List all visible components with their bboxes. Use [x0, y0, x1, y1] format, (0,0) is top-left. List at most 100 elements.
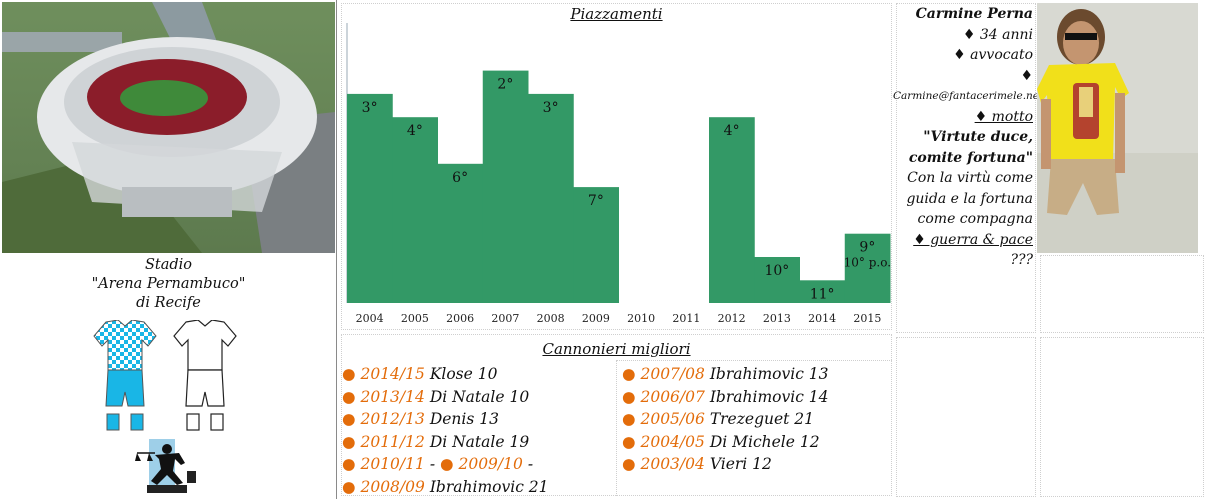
profile-translation-line3: come compagna	[917, 211, 1033, 227]
bullet-icon: ●	[342, 455, 356, 473]
bar-2013	[754, 257, 800, 303]
x-tick-2006: 2006	[446, 312, 474, 325]
scorer-season: 2004/05	[640, 432, 705, 451]
bullet-icon: ●	[622, 410, 636, 428]
bullet-icon: ●	[622, 365, 636, 383]
scorer-row-left-0: ● 2014/15 Klose 10	[342, 363, 497, 385]
scorer-season: 2007/08	[640, 365, 705, 383]
x-tick-2008: 2008	[537, 312, 565, 325]
empty-panel	[1040, 337, 1204, 497]
profile-name: Carmine Perna	[915, 6, 1033, 22]
scorer-name: Denis 13	[429, 410, 499, 428]
bar-label-2014: 11°	[810, 286, 835, 302]
bar-label-2006: 6°	[452, 170, 468, 186]
scorer-name: Ibrahimovic 14	[709, 387, 829, 406]
scorer-season: 2010/11	[360, 455, 425, 473]
stadium-photo	[2, 2, 335, 253]
scorer-row-right-4: ● 2003/04 Vieri 12	[622, 453, 772, 475]
x-tick-2009: 2009	[582, 312, 610, 325]
bar-extra-label-2015: 10° p.o.	[844, 256, 891, 270]
scorer-name: Di Natale 19	[429, 432, 530, 451]
bar-2006	[437, 163, 484, 303]
scorer-season: 2006/07	[640, 387, 705, 406]
x-tick-2007: 2007	[491, 312, 519, 325]
scorer-row-left-5: ● 2008/09 Ibrahimovic 21	[342, 476, 549, 498]
away-kit-icon	[172, 319, 238, 432]
scorer-name: Trezeguet 21	[709, 410, 815, 428]
x-tick-2004: 2004	[356, 312, 384, 325]
bar-label-2005: 4°	[407, 123, 423, 139]
scorer-name: Di Natale 10	[429, 387, 530, 406]
bar-label-2007: 2°	[497, 77, 513, 93]
bar-label-2004: 3°	[362, 100, 378, 116]
placements-panel	[341, 3, 892, 330]
scorer-season: 2003/04	[640, 455, 705, 473]
stadium-caption-line2: "Arena Pernambuco"	[91, 276, 246, 292]
bar-label-2013: 10°	[764, 263, 789, 279]
bullet-icon: ●	[440, 455, 454, 473]
x-tick-2013: 2013	[763, 312, 791, 325]
profile-translation-line1: Con la virtù come	[907, 170, 1033, 186]
scorer-season: 2008/09	[360, 477, 425, 496]
club-info-column	[0, 0, 337, 499]
bar-label-2012: 4°	[724, 123, 740, 139]
profile-panel	[896, 3, 1036, 333]
profile-email: Carmine@fantacerimele.net	[893, 90, 1044, 102]
bar-2004	[347, 93, 393, 304]
profile-motto-label: ♦ motto	[974, 108, 1033, 125]
empty-panel	[896, 337, 1036, 497]
scorer-name: Vieri 12	[709, 455, 772, 473]
scorer-row-left-2: ● 2012/13 Denis 13	[342, 408, 499, 430]
profile-age: ♦ 34 anni	[962, 26, 1033, 43]
x-tick-2005: 2005	[401, 312, 429, 325]
player-photo	[1037, 3, 1198, 253]
top-scorers-right-column	[616, 360, 892, 496]
stadium-caption-line3: di Recife	[136, 295, 201, 311]
bullet-icon: ●	[622, 455, 636, 473]
bar-2007	[482, 70, 529, 303]
bullet-icon: ●	[342, 365, 356, 383]
bar-2015	[844, 233, 891, 303]
scorer-season: 2014/15	[360, 365, 425, 383]
scorer-name: -	[429, 455, 436, 473]
scorer-season-2: 2009/10	[458, 455, 523, 473]
scorer-name-2: -	[527, 455, 534, 473]
placements-chart: 3° 2004 4° 2005 6° 2006 2° 2007 3° 2008 7° 2009 2010…	[346, 23, 891, 325]
profile-motto-line2: comite fortuna"	[908, 149, 1033, 166]
scorer-season: 2005/06	[640, 410, 705, 428]
scorer-row-left-1: ● 2013/14 Di Natale 10	[342, 386, 529, 408]
profile-job: ♦ avvocato	[953, 47, 1033, 63]
x-tick-2012: 2012	[718, 312, 746, 325]
empty-panel	[1040, 255, 1204, 333]
x-tick-2015: 2015	[853, 312, 881, 325]
scorer-row-right-1: ● 2006/07 Ibrahimovic 14	[622, 386, 829, 408]
profile-war-peace: ♦ guerra & pace	[913, 231, 1033, 248]
x-tick-2014: 2014	[808, 312, 836, 325]
bar-2012	[709, 117, 755, 303]
scorer-season: 2013/14	[360, 387, 425, 406]
bullet-icon: ●	[622, 432, 636, 451]
home-kit-icon	[92, 319, 158, 432]
bullet-icon: ●	[342, 410, 356, 428]
profile-unknown: ???	[1010, 252, 1033, 268]
scorer-row-left-3: ● 2011/12 Di Natale 19	[342, 431, 529, 453]
stadium-caption: Stadio "Arena Pernambuco" di Recife	[0, 256, 337, 313]
chart-title: Piazzamenti	[570, 5, 663, 23]
profile-email-bullet: ♦	[1020, 67, 1033, 84]
bullet-icon: ●	[342, 477, 356, 496]
stadium-caption-line1: Stadio	[144, 257, 193, 273]
scorer-name: Ibrahimovic 21	[429, 477, 549, 496]
bullet-icon: ●	[622, 387, 636, 406]
scorer-row-right-3: ● 2004/05 Di Michele 12	[622, 431, 820, 453]
x-tick-2011: 2011	[672, 312, 700, 325]
scorer-season: 2011/12	[360, 432, 425, 451]
bar-2014	[799, 280, 846, 303]
scorer-row-right-2: ● 2005/06 Trezeguet 21	[622, 408, 814, 430]
scorer-name: Ibrahimovic 13	[709, 365, 829, 383]
scorer-row-left-4: ● 2010/11 - ● 2009/10 -	[342, 453, 533, 475]
scorer-season: 2012/13	[360, 410, 425, 428]
bullet-icon: ●	[342, 387, 356, 406]
profile-motto-line1: "Virtute duce,	[923, 129, 1033, 145]
profile-text: Carmine Perna ♦ 34 anni ♦ avvocato ♦ Car…	[893, 4, 1044, 271]
scorer-name: Klose 10	[429, 365, 498, 383]
